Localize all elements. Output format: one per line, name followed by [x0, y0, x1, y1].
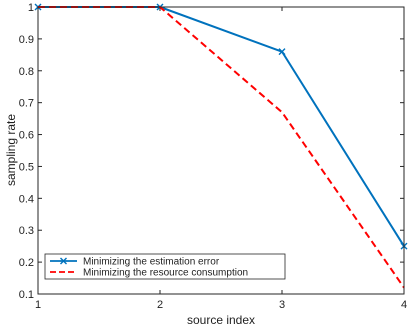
y-tick-label: 0.6 [19, 130, 34, 142]
plot-frame [37, 6, 405, 295]
y-tick-label: 0.3 [19, 225, 34, 237]
x-marker [278, 48, 286, 56]
legend-label-resource-consumption: Minimizing the resource consumption [83, 268, 248, 279]
y-axis-title: sampling rate [4, 114, 18, 186]
y-tick-label: 0.5 [19, 161, 34, 173]
x-tick-label: 1 [35, 299, 41, 311]
x-tick-label: 3 [279, 299, 285, 311]
y-tick-label: 0.8 [19, 66, 34, 78]
y-tick-label: 0.4 [19, 193, 34, 205]
y-tick-label: 1 [28, 2, 34, 14]
legend-x-marker [60, 257, 67, 265]
legend-marker-estimation-error [60, 257, 67, 265]
y-tick-label: 0.9 [19, 34, 34, 46]
y-axis-ticks: 0.1 0.2 0.3 0.4 0.5 0.6 0.7 0.8 0.9 1 [19, 2, 404, 301]
legend: Minimizing the estimation error Minimizi… [44, 253, 286, 280]
y-tick-label: 0.7 [19, 98, 34, 110]
x-axis-title: source index [187, 313, 255, 327]
x-tick-label: 4 [401, 299, 407, 311]
y-tick-label: 0.1 [19, 289, 34, 301]
y-tick-label: 0.2 [19, 257, 34, 269]
legend-box [44, 253, 286, 280]
data-point-estimation-error [278, 48, 286, 56]
x-tick-label: 2 [157, 299, 163, 311]
legend-label-estimation-error: Minimizing the estimation error [83, 257, 220, 268]
plot-area [38, 7, 404, 294]
